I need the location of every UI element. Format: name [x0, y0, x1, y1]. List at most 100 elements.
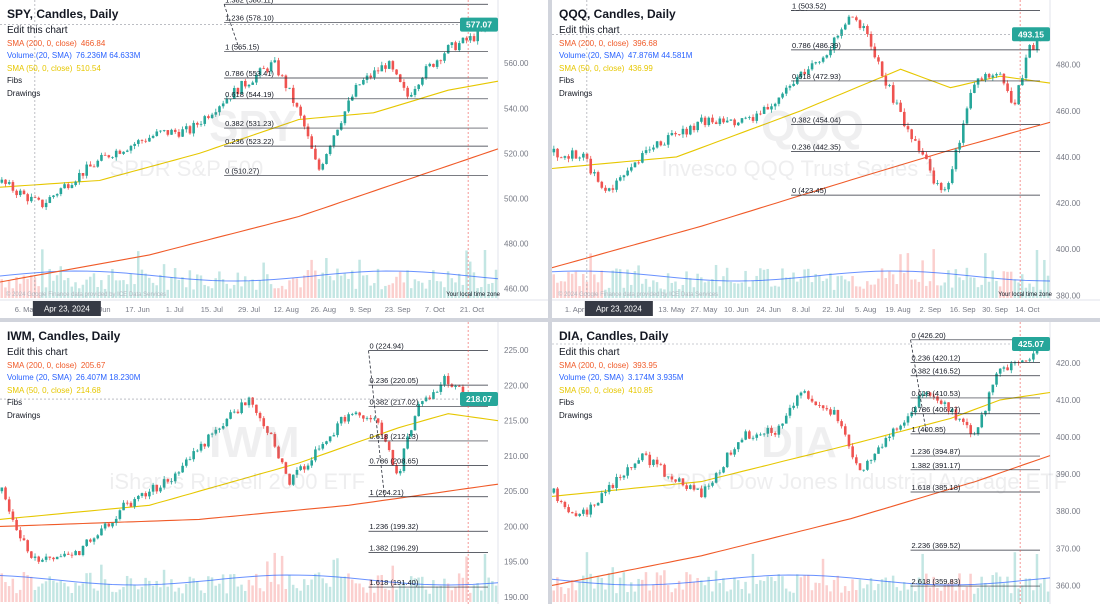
candle-body [733, 119, 736, 126]
indicator-row[interactable]: Drawings [559, 410, 684, 422]
volume-bar [11, 288, 15, 298]
volume-bar [26, 575, 29, 602]
volume-bar [63, 582, 66, 602]
indicator-row[interactable]: SMA (50, 0, close) 214.68 [7, 385, 140, 397]
edit-chart-link[interactable]: Edit this chart [559, 25, 620, 36]
volume-bar [696, 273, 699, 298]
candle-body [622, 475, 626, 478]
volume-bar [707, 576, 710, 602]
volume-bar [910, 279, 913, 298]
volume-bar [633, 271, 637, 298]
volume-bar [914, 279, 917, 298]
volume-bar [255, 573, 258, 602]
indicator-row[interactable]: Fibs [559, 75, 692, 87]
volume-bar [825, 278, 828, 298]
volume-bar [37, 586, 40, 602]
candle-body [722, 467, 725, 473]
indicator-row[interactable]: Volume (20, SMA) 47.876M 44.581M [559, 50, 692, 62]
volume-bar [803, 269, 806, 298]
candle-body [148, 137, 151, 142]
time-axis-label: 14. Oct [1015, 305, 1040, 314]
chart-svg-dia[interactable]: 420.00 410.00 400.00 390.00 380.00 370.00 360.… [552, 322, 1100, 604]
candle-body [744, 117, 747, 119]
volume-bar [600, 577, 603, 602]
sma200-line [0, 148, 499, 283]
price-axis-label: 560.00 [504, 59, 529, 68]
candle-body [472, 36, 476, 42]
price-axis-label: 480.00 [504, 240, 529, 249]
volume-bar [192, 289, 195, 298]
fib-price: (204.21) [376, 488, 404, 497]
volume-bar [461, 577, 465, 602]
volume-bar [788, 277, 792, 298]
indicator-row[interactable]: SMA (200, 0, close) 393.95 [559, 360, 684, 372]
candle-body [563, 501, 567, 508]
chart-svg-iwm[interactable]: 225.00 220.00 215.00 210.00 205.00 200.00 195.… [0, 322, 548, 604]
candle-body [343, 416, 347, 422]
indicator-row[interactable]: Drawings [7, 88, 140, 100]
indicator-row[interactable]: SMA (50, 0, close) 436.99 [559, 63, 692, 75]
candle-body [980, 414, 984, 428]
chart-svg-spy[interactable]: 560.00 540.00 520.00 500.00 480.00 460.00 1.38… [0, 0, 548, 318]
fib-price: (578.10) [246, 13, 274, 22]
fib-price: (544.19) [246, 90, 274, 99]
indicator-row[interactable]: Drawings [559, 88, 692, 100]
chart-pane-dia[interactable]: 420.00 410.00 400.00 390.00 380.00 370.00 360.… [552, 322, 1100, 604]
edit-chart-link[interactable]: Edit this chart [7, 25, 68, 36]
chart-pane-qqq[interactable]: 480.00 460.00 440.00 420.00 400.00 380.00 1 (5… [552, 0, 1100, 318]
fib-price: (503.52) [798, 1, 826, 10]
indicator-row[interactable]: Fibs [559, 397, 684, 409]
edit-chart-link[interactable]: Edit this chart [559, 347, 620, 358]
indicator-row[interactable]: SMA (50, 0, close) 410.85 [559, 385, 684, 397]
volume-bar [159, 274, 162, 298]
candle-body [998, 368, 1002, 374]
fib-ratio: 1.382 [225, 0, 244, 4]
indicator-row[interactable]: Volume (20, SMA) 3.174M 3.935M [559, 372, 684, 384]
indicator-row[interactable]: SMA (200, 0, close) 466.84 [7, 38, 140, 50]
candle-body [803, 71, 806, 75]
volume-bar [144, 577, 147, 602]
volume-bar [402, 581, 406, 602]
indicator-row[interactable]: Volume (20, SMA) 26.407M 18.230M [7, 372, 140, 384]
chart-svg-qqq[interactable]: 480.00 460.00 440.00 420.00 400.00 380.00 1 (5… [552, 0, 1100, 318]
fib-price: (212.13) [390, 432, 418, 441]
volume-bar [92, 273, 96, 298]
candle-body [578, 157, 581, 159]
edit-chart-link[interactable]: Edit this chart [7, 347, 68, 358]
data-source-note: © 2024 Google Finance data provided by I… [558, 291, 718, 298]
candle-body [41, 559, 44, 562]
time-axis-label: 27. May [691, 305, 718, 314]
volume-bar [89, 572, 92, 602]
candle-body [862, 469, 866, 471]
volume-bar [936, 285, 939, 298]
chart-pane-iwm[interactable]: 225.00 220.00 215.00 210.00 205.00 200.00 195.… [0, 322, 548, 604]
indicator-row[interactable]: SMA (200, 0, close) 396.68 [559, 38, 692, 50]
volume-bar [1035, 554, 1039, 602]
indicator-row[interactable]: Fibs [7, 397, 140, 409]
candle-body [998, 73, 1002, 75]
candle-body [454, 385, 457, 387]
indicator-row[interactable]: SMA (200, 0, close) 205.67 [7, 360, 140, 372]
indicator-row[interactable]: Fibs [7, 75, 140, 87]
indicator-row[interactable]: Volume (20, SMA) 76.236M 64.633M [7, 50, 140, 62]
volume-bar [670, 282, 674, 298]
volume-bar [454, 587, 457, 602]
indicator-row[interactable]: Drawings [7, 410, 140, 422]
candle-body [729, 452, 733, 455]
chart-pane-spy[interactable]: 560.00 540.00 520.00 500.00 480.00 460.00 1.38… [0, 0, 548, 318]
candle-body [321, 163, 325, 170]
volume-bar [317, 572, 321, 602]
volume-bar [494, 269, 498, 298]
candle-body [439, 384, 443, 392]
candle-body [262, 418, 266, 427]
volume-bar [380, 574, 383, 602]
volume-bar [129, 273, 133, 298]
fib-price: (400.85) [918, 425, 946, 434]
volume-bar [559, 586, 563, 602]
volume-bar [637, 578, 640, 602]
time-axis-label: 22. Jul [822, 305, 844, 314]
indicator-row[interactable]: SMA (50, 0, close) 510.54 [7, 63, 140, 75]
fib-ratio: 0 [370, 342, 374, 351]
candle-body [258, 412, 262, 419]
candle-body [744, 431, 747, 440]
